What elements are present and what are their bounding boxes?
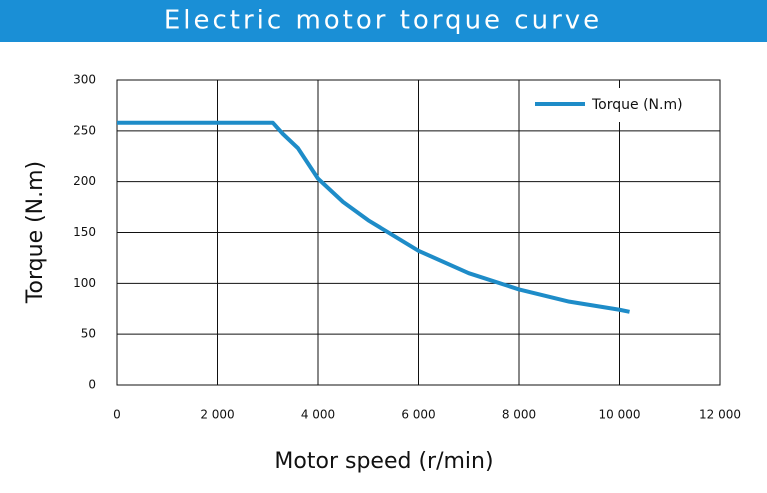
- x-tick-label: 0: [113, 408, 121, 422]
- y-tick-label: 200: [73, 174, 96, 188]
- y-tick-label: 150: [73, 225, 96, 239]
- x-tick-label: 4 000: [301, 408, 335, 422]
- line: [117, 120, 630, 314]
- y-axis-label: Torque (N.m): [23, 161, 48, 304]
- y-tick-label: 100: [73, 276, 96, 290]
- x-axis-label: Motor speed (r/min): [274, 449, 493, 474]
- chart-title: Electric motor torque curve: [164, 6, 602, 36]
- title-banner: [0, 0, 767, 42]
- plot-frame: [116, 79, 721, 386]
- x-tick-label: 6 000: [401, 408, 435, 422]
- x-tick-label: 12 000: [699, 408, 741, 422]
- x-tick-label: 2 000: [200, 408, 234, 422]
- x-tick-label: 10 000: [599, 408, 641, 422]
- y-tick-label: 300: [73, 73, 96, 87]
- legend-label: Torque (N.m): [591, 97, 683, 113]
- y-tick-label: 250: [73, 123, 96, 137]
- y-tick-label: 0: [88, 378, 96, 392]
- y-tick-label: 50: [81, 327, 96, 341]
- x-tick-label: 8 000: [502, 408, 536, 422]
